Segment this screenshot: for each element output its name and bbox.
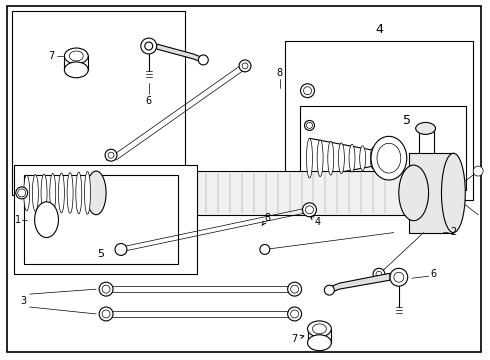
Ellipse shape [99, 307, 113, 321]
Ellipse shape [41, 174, 47, 212]
Text: 4: 4 [310, 216, 320, 227]
Ellipse shape [371, 136, 407, 180]
Ellipse shape [377, 143, 401, 173]
Ellipse shape [399, 165, 429, 221]
Ellipse shape [360, 146, 366, 171]
Text: 4: 4 [375, 23, 383, 36]
Polygon shape [329, 273, 390, 293]
Ellipse shape [108, 152, 114, 158]
Ellipse shape [307, 122, 313, 129]
Bar [409, 153, 453, 233]
Ellipse shape [305, 121, 315, 130]
Ellipse shape [239, 60, 251, 72]
Ellipse shape [64, 62, 88, 78]
Ellipse shape [473, 166, 483, 176]
Ellipse shape [291, 285, 298, 293]
Text: 3: 3 [21, 296, 27, 306]
Ellipse shape [302, 203, 317, 217]
Ellipse shape [328, 141, 334, 175]
Ellipse shape [16, 187, 28, 199]
Ellipse shape [394, 272, 404, 282]
Bar [24, 175, 177, 264]
Text: 6: 6 [431, 269, 437, 279]
Ellipse shape [416, 122, 436, 134]
Ellipse shape [102, 285, 110, 293]
Ellipse shape [105, 149, 117, 161]
Ellipse shape [307, 138, 313, 178]
Ellipse shape [58, 173, 64, 213]
Ellipse shape [313, 324, 326, 334]
Text: 6: 6 [146, 96, 152, 105]
Ellipse shape [84, 172, 91, 214]
Text: 5: 5 [98, 249, 105, 260]
Ellipse shape [145, 42, 153, 50]
Ellipse shape [35, 202, 58, 238]
Ellipse shape [306, 206, 314, 214]
Ellipse shape [291, 310, 298, 318]
Ellipse shape [373, 268, 385, 280]
Text: 2: 2 [450, 226, 457, 237]
Text: 7: 7 [49, 51, 54, 61]
Ellipse shape [141, 38, 157, 54]
Bar [285, 41, 473, 200]
Ellipse shape [390, 268, 408, 286]
Ellipse shape [324, 285, 334, 295]
Ellipse shape [303, 87, 312, 95]
Ellipse shape [18, 189, 25, 197]
Ellipse shape [288, 307, 301, 321]
Ellipse shape [198, 55, 208, 65]
Bar [96, 171, 414, 215]
Ellipse shape [76, 172, 82, 214]
Ellipse shape [102, 310, 110, 318]
Ellipse shape [317, 140, 323, 176]
Text: 7: 7 [292, 334, 304, 344]
Ellipse shape [242, 63, 248, 69]
Ellipse shape [370, 147, 376, 169]
Ellipse shape [86, 171, 106, 215]
Ellipse shape [308, 335, 331, 351]
Polygon shape [157, 44, 203, 63]
Text: 8: 8 [262, 213, 271, 225]
Ellipse shape [300, 84, 315, 98]
Ellipse shape [308, 321, 331, 337]
Ellipse shape [70, 51, 83, 61]
Ellipse shape [115, 243, 127, 255]
Ellipse shape [260, 244, 270, 255]
Ellipse shape [288, 282, 301, 296]
Bar [14, 165, 197, 274]
Text: 5: 5 [403, 114, 411, 127]
Bar [299, 105, 466, 190]
Ellipse shape [349, 144, 355, 172]
Ellipse shape [67, 172, 73, 213]
Ellipse shape [64, 48, 88, 64]
Ellipse shape [24, 175, 30, 211]
Ellipse shape [99, 282, 113, 296]
Bar [12, 11, 185, 195]
Ellipse shape [50, 174, 56, 212]
Text: 1: 1 [15, 215, 21, 225]
Ellipse shape [376, 271, 382, 277]
Ellipse shape [339, 143, 344, 174]
Ellipse shape [32, 175, 38, 211]
Ellipse shape [441, 153, 466, 233]
Text: 8: 8 [277, 68, 283, 78]
